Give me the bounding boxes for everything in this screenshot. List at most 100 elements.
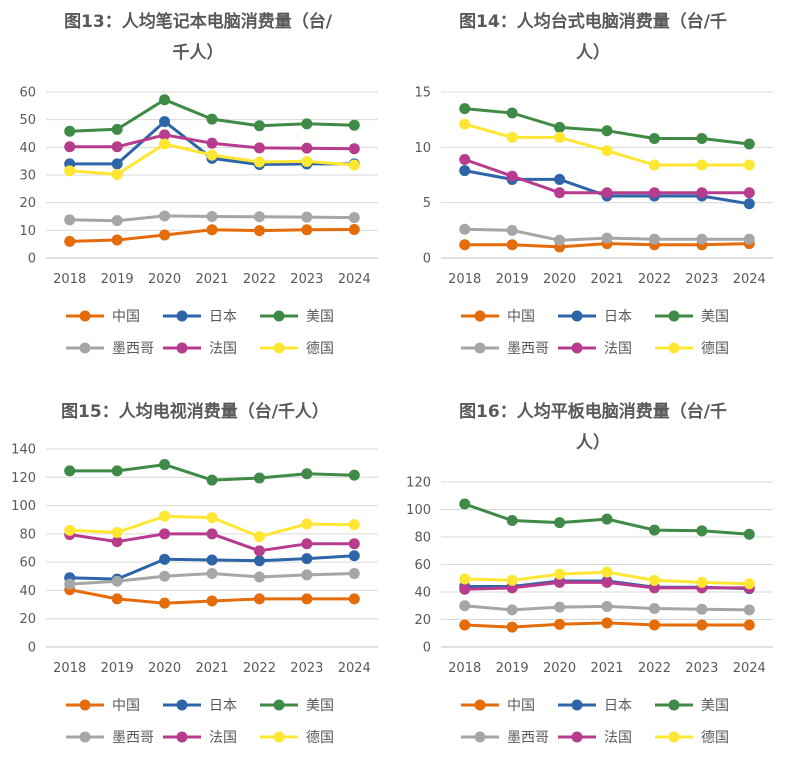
data-point xyxy=(206,528,218,540)
data-point xyxy=(348,119,360,131)
x-tick-label: 2024 xyxy=(338,272,371,287)
y-tick-label: 60 xyxy=(19,556,36,571)
data-point xyxy=(743,578,755,590)
data-point xyxy=(459,165,471,177)
y-tick-label: 50 xyxy=(19,113,36,128)
legend-label: 德国 xyxy=(306,341,334,357)
data-point xyxy=(696,233,708,245)
legend-swatch-marker xyxy=(668,731,680,743)
legend-swatch-marker xyxy=(176,699,188,711)
legend-swatch-marker xyxy=(668,699,680,711)
data-point xyxy=(64,125,76,137)
legend-label: 中国 xyxy=(507,309,535,325)
data-point xyxy=(648,187,660,199)
legend-swatch-marker xyxy=(571,342,583,354)
data-point xyxy=(554,187,566,199)
chart-title: 人） xyxy=(576,42,610,63)
data-point xyxy=(506,107,518,119)
data-point xyxy=(159,553,171,565)
data-point xyxy=(253,120,265,132)
x-tick-label: 2022 xyxy=(243,661,276,676)
x-tick-label: 2021 xyxy=(195,661,228,676)
legend-swatch-marker xyxy=(571,731,583,743)
legend-label: 美国 xyxy=(701,309,729,325)
data-point xyxy=(159,116,171,128)
x-tick-label: 2019 xyxy=(101,272,134,287)
data-point xyxy=(64,465,76,477)
data-point xyxy=(111,536,123,548)
data-point xyxy=(601,566,613,578)
data-point xyxy=(459,154,471,166)
y-tick-label: 40 xyxy=(19,141,36,156)
data-point xyxy=(648,582,660,594)
data-point xyxy=(743,528,755,540)
data-point xyxy=(506,515,518,526)
legend-swatch-marker xyxy=(273,342,285,354)
data-point xyxy=(459,619,471,631)
y-tick-label: 100 xyxy=(11,499,36,514)
y-tick-label: 80 xyxy=(414,531,431,546)
legend-swatch-marker xyxy=(474,731,486,743)
chart-title: 图15：人均电视消费量（台/千人） xyxy=(61,401,329,422)
data-point xyxy=(648,524,660,536)
legend-label: 法国 xyxy=(604,730,632,746)
legend-swatch-marker xyxy=(273,731,285,743)
legend-label: 墨西哥 xyxy=(507,730,549,746)
data-point xyxy=(459,239,471,251)
legend-swatch-marker xyxy=(176,310,188,322)
y-tick-label: 0 xyxy=(28,252,36,267)
y-tick-label: 20 xyxy=(414,613,431,628)
x-tick-label: 2024 xyxy=(733,661,766,676)
y-tick-label: 20 xyxy=(19,196,36,211)
x-tick-label: 2024 xyxy=(733,272,766,287)
legend-label: 日本 xyxy=(604,309,632,325)
data-point xyxy=(253,555,265,567)
x-tick-label: 2020 xyxy=(148,661,181,676)
chart-svg: 图15：人均电视消费量（台/千人） 0 20 40 60 80 100 120 140 2018 2… xyxy=(11,401,378,746)
x-tick-label: 2021 xyxy=(590,661,623,676)
data-point xyxy=(743,198,755,210)
legend-label: 法国 xyxy=(604,341,632,357)
y-tick-label: 100 xyxy=(406,503,431,518)
data-point xyxy=(696,132,708,144)
data-point xyxy=(648,619,660,631)
y-tick-label: 120 xyxy=(11,471,36,486)
chart-panel-laptop: 图13：人均笔记本电脑消费量（台/千人） 0 10 20 30 40 50 60 2018 201… xyxy=(0,0,394,379)
data-point xyxy=(459,583,471,595)
x-tick-label: 2021 xyxy=(590,272,623,287)
data-point xyxy=(159,138,171,150)
data-point xyxy=(301,593,313,605)
y-tick-label: 40 xyxy=(414,586,431,601)
legend-swatch-marker xyxy=(668,342,680,354)
data-point xyxy=(743,604,755,616)
data-point xyxy=(648,233,660,245)
chart-svg: 图13：人均笔记本电脑消费量（台/千人） 0 10 20 30 40 50 60 2018 201… xyxy=(19,11,378,357)
data-point xyxy=(64,214,76,226)
data-point xyxy=(554,576,566,588)
x-tick-label: 2024 xyxy=(338,661,371,676)
data-point xyxy=(253,571,265,583)
data-point xyxy=(554,517,566,529)
x-tick-label: 2023 xyxy=(685,272,718,287)
data-point xyxy=(459,118,471,130)
data-point xyxy=(206,113,218,125)
y-tick-label: 40 xyxy=(19,584,36,599)
data-point xyxy=(554,173,566,185)
legend-label: 墨西哥 xyxy=(507,341,549,357)
data-point xyxy=(459,600,471,612)
data-point xyxy=(111,575,123,587)
data-point xyxy=(506,621,518,633)
legend-swatch-marker xyxy=(79,342,91,354)
legend-label: 墨西哥 xyxy=(112,730,154,746)
chart-svg: 图14：人均台式电脑消费量（台/千人） 0 5 10 15 2018 2019 2020 202… xyxy=(414,11,773,357)
data-point xyxy=(253,593,265,605)
data-point xyxy=(743,187,755,199)
data-point xyxy=(601,513,613,525)
data-point xyxy=(64,578,76,590)
legend-label: 德国 xyxy=(701,341,729,357)
data-point xyxy=(601,187,613,199)
data-point xyxy=(206,512,218,524)
data-point xyxy=(696,576,708,588)
data-point xyxy=(459,223,471,235)
x-tick-label: 2022 xyxy=(638,661,671,676)
